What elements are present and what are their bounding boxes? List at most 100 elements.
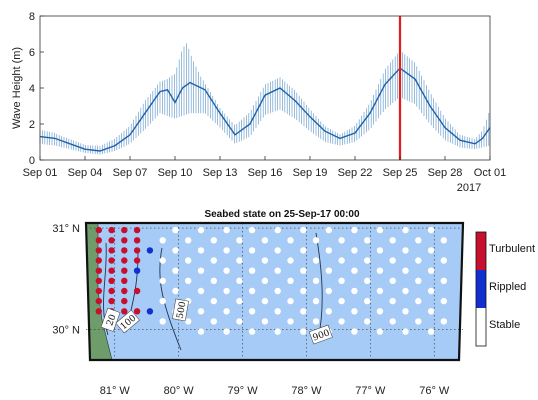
turbulent-point: [133, 287, 141, 295]
stable-point: [172, 247, 179, 254]
turbulent-point: [108, 237, 115, 244]
stable-point: [274, 287, 281, 295]
xtick-label: Sep 10: [158, 167, 193, 179]
stable-point: [415, 318, 422, 325]
stable-point: [389, 257, 396, 264]
turbulent-point: [95, 297, 103, 305]
stable-point: [172, 287, 179, 295]
stable-point: [389, 277, 396, 284]
turbulent-point: [108, 267, 115, 274]
turbulent-point: [95, 277, 103, 284]
stable-point: [300, 308, 307, 315]
stable-point: [440, 257, 447, 264]
lon-tick-label: 77° W: [355, 385, 386, 397]
stable-point: [159, 277, 166, 284]
stable-point: [261, 237, 269, 244]
lon-tick-label: 79° W: [228, 385, 259, 397]
stable-point: [197, 247, 205, 254]
xtick-label: Sep 16: [248, 167, 283, 179]
stable-point: [325, 287, 332, 295]
stable-point: [223, 267, 230, 274]
turbulent-point: [95, 237, 103, 244]
stable-point: [402, 247, 409, 254]
ytick-label: 2: [29, 119, 35, 131]
stable-point: [185, 237, 192, 244]
turbulent-point: [121, 277, 128, 284]
stable-point: [236, 297, 243, 305]
ytick-label: 0: [29, 155, 35, 167]
stable-point: [248, 267, 256, 274]
wave-height-chart: Wave Height (m) 0 2 4 6 8 Sep 01 Sep 04 Sep 07…: [11, 11, 506, 194]
turbulent-point: [95, 247, 103, 254]
stable-point: [300, 267, 307, 274]
stable-point: [274, 247, 281, 254]
stable-point: [351, 267, 358, 274]
xtick-label: Sep 25: [383, 167, 418, 179]
turbulent-point: [121, 257, 128, 264]
stable-point: [376, 226, 384, 234]
stable-point: [287, 297, 294, 305]
stable-point: [236, 318, 243, 325]
wave-height-xticks: Sep 01 Sep 04 Sep 07 Sep 10 Sep 13 Sep 16 Sep …: [23, 156, 506, 179]
stable-point: [338, 318, 345, 325]
stable-point: [185, 318, 192, 325]
stable-point: [376, 308, 384, 315]
stable-point: [300, 287, 307, 295]
colorbar-swatch: [476, 270, 486, 308]
xtick-label: Sep 22: [338, 167, 373, 179]
turbulent-point: [133, 257, 141, 264]
stable-point: [248, 328, 256, 335]
stable-point: [364, 257, 371, 264]
colorbar-label: Rippled: [489, 281, 526, 293]
colorbar-label: Turbulent: [489, 243, 535, 255]
stable-point: [248, 308, 256, 315]
stable-point: [236, 237, 243, 244]
mean-wave-height-line: [39, 67, 491, 152]
lon-tick-label: 80° W: [164, 385, 195, 397]
turbulent-point: [95, 267, 103, 274]
stable-point: [351, 308, 358, 315]
stable-point: [325, 308, 332, 315]
stable-point: [261, 257, 269, 264]
stable-point: [338, 277, 345, 284]
stable-point: [325, 226, 332, 234]
stable-point: [427, 247, 435, 254]
turbulent-point: [121, 267, 128, 274]
stable-point: [159, 237, 166, 244]
turbulent-point: [121, 308, 128, 315]
contour-label: 20: [100, 307, 121, 332]
stable-point: [287, 237, 294, 244]
stable-point: [210, 237, 217, 244]
stable-point: [376, 267, 384, 274]
stable-point: [300, 328, 307, 335]
stable-point: [427, 287, 435, 295]
stable-point: [389, 297, 396, 305]
stable-point: [274, 328, 281, 335]
wave-range-lines: [39, 43, 490, 155]
turbulent-point: [95, 308, 103, 315]
stable-point: [197, 267, 205, 274]
stable-point: [248, 287, 256, 295]
stable-point: [415, 257, 422, 264]
stable-point: [402, 328, 409, 335]
stable-point: [427, 226, 435, 234]
turbulent-point: [133, 237, 141, 244]
stable-point: [402, 267, 409, 274]
stable-point: [261, 297, 269, 305]
stable-point: [440, 297, 447, 305]
ocean: [86, 223, 463, 360]
contour-label-box: [308, 324, 333, 345]
stable-point: [197, 226, 205, 234]
stable-point: [376, 328, 384, 335]
stable-point: [159, 318, 166, 325]
stable-point: [287, 277, 294, 284]
xtick-label: Sep 01: [23, 167, 58, 179]
stable-point: [248, 226, 256, 234]
stable-point: [312, 257, 320, 264]
xtick-label: Oct 01: [474, 167, 506, 179]
ytick-label: 4: [29, 83, 35, 95]
stable-point: [287, 257, 294, 264]
stable-point: [402, 308, 409, 315]
